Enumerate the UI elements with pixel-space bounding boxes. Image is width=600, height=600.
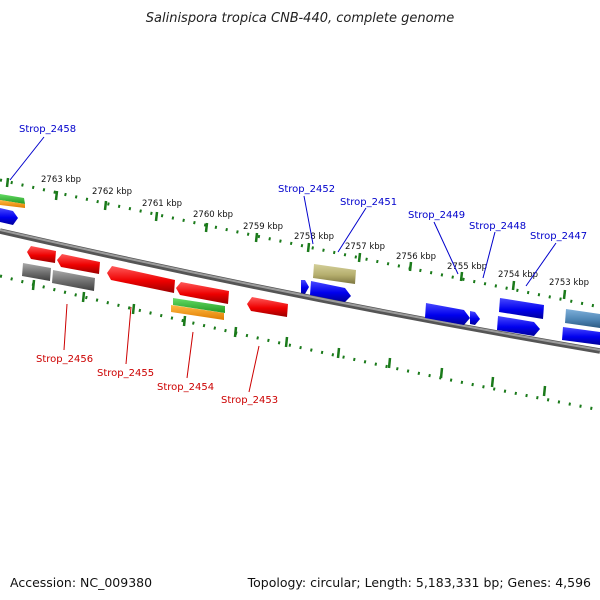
- label-strop_2453: Strop_2453: [221, 395, 278, 406]
- label-strop_2451: Strop_2451: [340, 197, 397, 208]
- gene-red-2[interactable]: [57, 254, 100, 274]
- gene-strop_2458-rna-orange[interactable]: [0, 200, 25, 208]
- gene-strop_2456-gray[interactable]: [22, 263, 51, 281]
- gene-blue-left-edge[interactable]: [0, 208, 18, 225]
- gene-strop_2448[interactable]: [499, 298, 544, 319]
- kbp-label: 2757 kbp: [345, 242, 385, 252]
- callout-strop_2456: [63, 303, 68, 351]
- label-strop_2456: Strop_2456: [36, 354, 93, 365]
- gene-strop_2455[interactable]: [107, 266, 175, 293]
- label-strop_2448: Strop_2448: [469, 221, 526, 232]
- gene-strop_2454-rna-orange[interactable]: [171, 305, 224, 320]
- inner-tick-ruler: [0, 274, 600, 412]
- kbp-label: 2754 kbp: [498, 270, 538, 280]
- gene-labels: Strop_2458 Strop_2452 Strop_2451 Strop_2…: [19, 124, 587, 406]
- gene-strop_2451[interactable]: [313, 264, 356, 284]
- label-strop_2458: Strop_2458: [19, 124, 76, 135]
- accession-text: Accession: NC_009380: [10, 575, 152, 590]
- label-strop_2449: Strop_2449: [408, 210, 465, 221]
- gene-red-4[interactable]: [176, 282, 229, 304]
- map-title: Salinispora tropica CNB-440, complete ge…: [146, 11, 454, 26]
- gene-strop_2453[interactable]: [247, 297, 288, 317]
- kbp-label: 2758 kbp: [294, 232, 334, 242]
- callout-strop_2449: [433, 221, 459, 275]
- kbp-label: 2763 kbp: [41, 175, 81, 185]
- kbp-labels: 2763 kbp 2762 kbp 2761 kbp 2760 kbp 2759…: [41, 175, 589, 288]
- gene-strop_2458-rna-green[interactable]: [0, 194, 25, 204]
- label-strop_2447: Strop_2447: [530, 231, 587, 242]
- callout-strop_2452: [303, 195, 314, 245]
- kbp-label: 2761 kbp: [142, 199, 182, 209]
- label-strop_2452: Strop_2452: [278, 184, 335, 195]
- label-strop_2454: Strop_2454: [157, 382, 214, 393]
- gene-gray-2[interactable]: [52, 270, 95, 291]
- callout-strop_2458: [9, 136, 45, 181]
- gene-strop_2448-b[interactable]: [497, 316, 540, 336]
- label-strop_2455: Strop_2455: [97, 368, 154, 379]
- callout-strop_2447: [525, 242, 557, 287]
- gene-strop_2447-steel[interactable]: [565, 309, 600, 328]
- reverse-strand-genes: [22, 246, 288, 320]
- genome-backbone: [0, 228, 600, 354]
- kbp-label: 2759 kbp: [243, 222, 283, 232]
- gene-strop_2447[interactable]: [562, 327, 600, 345]
- kbp-label: 2753 kbp: [549, 278, 589, 288]
- kbp-label: 2760 kbp: [193, 210, 233, 220]
- callout-strop_2455: [125, 306, 132, 365]
- callout-strop_2453: [248, 345, 260, 393]
- genome-summary-text: Topology: circular; Length: 5,183,331 bp…: [247, 575, 591, 590]
- callout-lines: [9, 136, 557, 393]
- gene-strop_2449-small[interactable]: [470, 311, 480, 325]
- outer-major-ticks: [5, 177, 567, 300]
- callout-strop_2451: [337, 207, 367, 253]
- kbp-label: 2756 kbp: [396, 252, 436, 262]
- gene-strop_2449[interactable]: [425, 303, 470, 325]
- genome-backbone-highlight: [0, 229, 600, 351]
- callout-strop_2448: [482, 231, 496, 279]
- gene-strop_2452[interactable]: [310, 281, 351, 302]
- gene-strop_2454-rna-green[interactable]: [173, 298, 225, 313]
- kbp-label: 2762 kbp: [92, 187, 132, 197]
- callout-strop_2454: [186, 331, 194, 379]
- inner-major-ticks: [31, 279, 547, 397]
- kbp-label: 2755 kbp: [447, 262, 487, 272]
- forward-strand-genes: [0, 194, 600, 345]
- gene-strop_2452-small[interactable]: [301, 280, 309, 294]
- gene-red-1[interactable]: [27, 246, 56, 263]
